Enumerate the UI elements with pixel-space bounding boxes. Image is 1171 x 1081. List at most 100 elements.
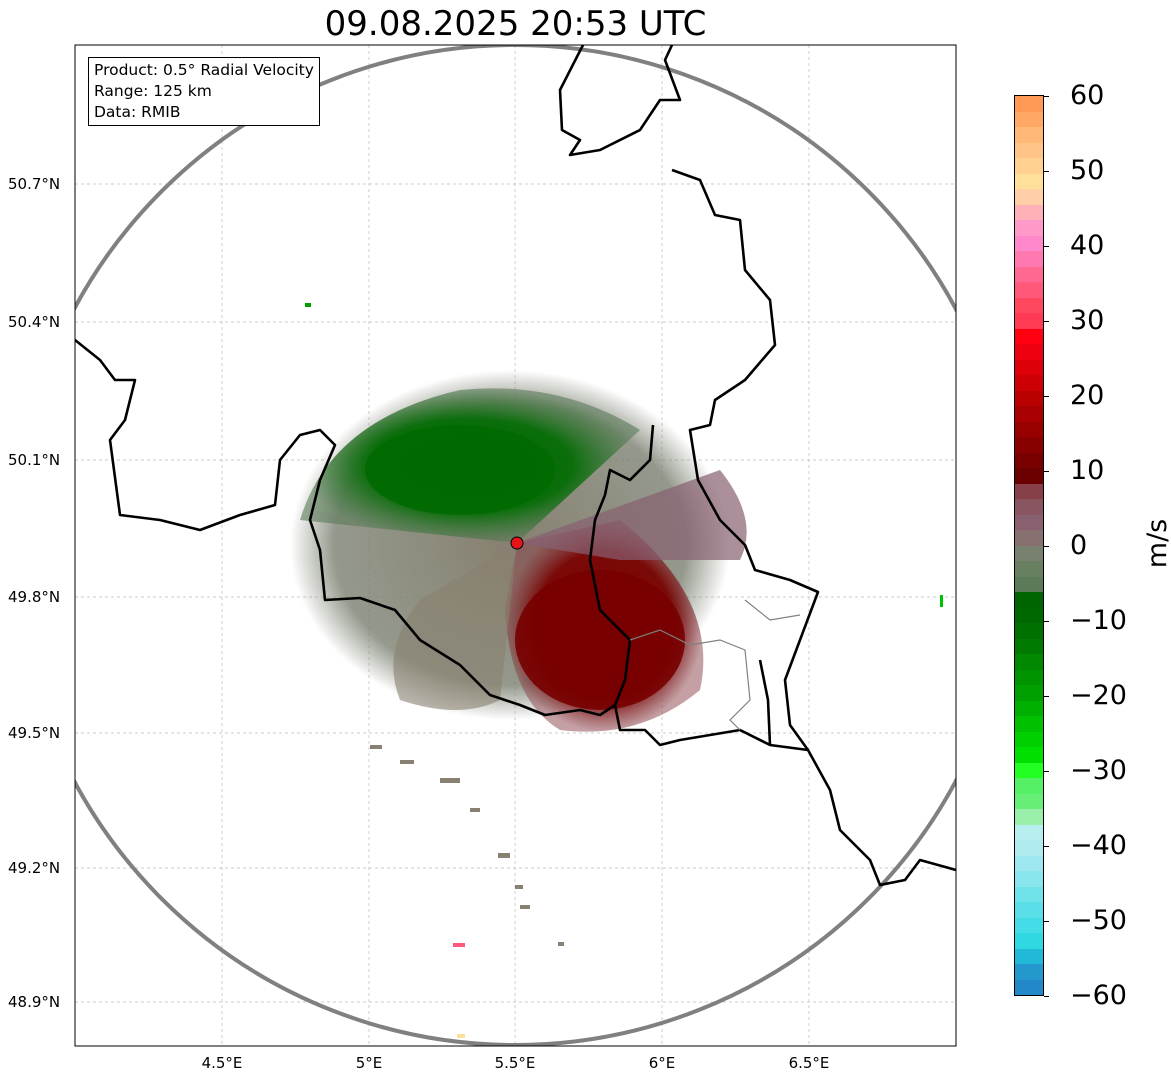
colorbar-band [1015,840,1043,856]
colorbar-band [1015,375,1043,391]
colorbar-band [1015,561,1043,577]
colorbar-band [1015,933,1043,949]
colorbar-tick-label: −10 [1070,605,1127,636]
colorbar-tick-label: 50 [1070,155,1105,186]
colorbar-tick-label: 40 [1070,230,1105,261]
colorbar-band [1015,344,1043,360]
lon-label: 5°E [355,1054,383,1072]
colorbar-band [1015,809,1043,825]
colorbar-band [1015,297,1043,313]
colorbar-band [1015,127,1043,143]
colorbar-band [1015,111,1043,127]
colorbar-band [1015,452,1043,468]
colorbar-tick-label: 60 [1070,80,1105,111]
colorbar-band [1015,824,1043,840]
colorbar-tick-label: 0 [1070,530,1088,561]
colorbar-band [1015,468,1043,484]
colorbar-band [1015,189,1043,205]
country-borders [75,45,956,887]
plot-frame [74,44,957,1047]
colorbar-band [1015,700,1043,716]
lat-label: 49.2°N [8,859,61,877]
colorbar-tick-mark [1044,171,1049,172]
colorbar-tick-mark [1044,96,1049,97]
colorbar-band [1015,545,1043,561]
colorbar-band [1015,235,1043,251]
colorbar-band [1015,685,1043,701]
colorbar-band [1015,638,1043,654]
colorbar-band [1015,669,1043,685]
colorbar-band [1015,623,1043,639]
colorbar-band [1015,421,1043,437]
colorbar-band [1015,530,1043,546]
info-box: Product: 0.5° Radial Velocity Range: 125… [88,57,320,126]
colorbar-band [1015,871,1043,887]
lon-label: 4.5°E [201,1054,243,1072]
colorbar-band [1015,607,1043,623]
colorbar-band [1015,917,1043,933]
region-borders [629,599,801,731]
lon-label: 6.5°E [788,1054,830,1072]
colorbar-tick-mark [1044,996,1049,997]
colorbar-band [1015,902,1043,918]
radar-echoes [290,303,943,1038]
colorbar-tick-mark [1044,621,1049,622]
plot-title: 09.08.2025 20:53 UTC [324,4,707,44]
colorbar-tick-mark [1044,921,1049,922]
colorbar-band [1015,979,1043,995]
colorbar-band [1015,499,1043,515]
colorbar-band [1015,313,1043,329]
colorbar-band [1015,483,1043,499]
lat-label: 49.8°N [8,588,61,606]
colorbar-tick-mark [1044,846,1049,847]
colorbar-tick-label: 30 [1070,305,1105,336]
colorbar-tick-label: −50 [1070,905,1127,936]
product-text: Product: 0.5° Radial Velocity [94,61,314,79]
colorbar-tick-label: 10 [1070,455,1105,486]
colorbar-band [1015,793,1043,809]
colorbar-band [1015,592,1043,608]
colorbar-band [1015,328,1043,344]
data-source-text: Data: RMIB [94,103,181,121]
colorbar-tick-mark [1044,771,1049,772]
colorbar-band [1015,406,1043,422]
colorbar [1014,95,1044,996]
colorbar-band [1015,96,1043,112]
lat-label: 50.7°N [8,175,61,193]
range-ring [75,45,956,1046]
colorbar-band [1015,731,1043,747]
colorbar-band [1015,173,1043,189]
colorbar-band [1015,762,1043,778]
colorbar-tick-label: −20 [1070,680,1127,711]
lat-label: 50.4°N [8,313,61,331]
colorbar-band [1015,390,1043,406]
lat-label: 49.5°N [8,724,61,742]
colorbar-band [1015,251,1043,267]
colorbar-band [1015,654,1043,670]
colorbar-tick-mark [1044,396,1049,397]
colorbar-band [1015,716,1043,732]
lat-label: 50.1°N [8,451,61,469]
colorbar-band [1015,204,1043,220]
colorbar-tick-mark [1044,471,1049,472]
colorbar-tick-label: −30 [1070,755,1127,786]
colorbar-band [1015,964,1043,980]
lon-label: 6°E [648,1054,676,1072]
colorbar-tick-mark [1044,246,1049,247]
colorbar-tick-mark [1044,321,1049,322]
colorbar-band [1015,576,1043,592]
colorbar-tick-label: 20 [1070,380,1105,411]
colorbar-band [1015,437,1043,453]
range-text: Range: 125 km [94,82,212,100]
colorbar-band [1015,158,1043,174]
colorbar-band [1015,855,1043,871]
colorbar-band [1015,747,1043,763]
colorbar-band [1015,266,1043,282]
colorbar-band [1015,948,1043,964]
colorbar-band [1015,359,1043,375]
lon-label: 5.5°E [494,1054,536,1072]
colorbar-tick-mark [1044,696,1049,697]
colorbar-label: m/s [1142,518,1171,569]
radar-station-marker [510,536,524,550]
